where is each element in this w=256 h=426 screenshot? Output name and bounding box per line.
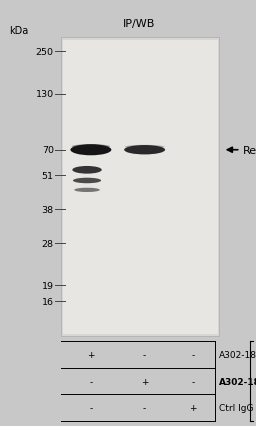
Text: +: + [87,350,95,360]
Text: Ctrl IgG: Ctrl IgG [219,403,253,412]
Ellipse shape [125,145,164,149]
Text: 28: 28 [42,239,54,248]
Ellipse shape [70,145,111,156]
Text: 51: 51 [42,171,54,181]
Text: A302-183A: A302-183A [219,377,256,386]
Ellipse shape [74,188,100,193]
Text: 38: 38 [42,205,54,214]
Bar [61,38,219,337]
Ellipse shape [72,145,110,149]
Text: -: - [192,350,195,360]
Text: RelB: RelB [243,145,256,155]
Text: -: - [89,377,92,386]
Text: -: - [192,377,195,386]
Text: +: + [141,377,148,386]
Text: -: - [143,350,146,360]
Text: IP/WB: IP/WB [123,19,156,29]
Ellipse shape [73,178,101,184]
Text: +: + [189,403,197,412]
Text: -: - [143,403,146,412]
Text: 250: 250 [36,47,54,57]
Text: -: - [89,403,92,412]
Ellipse shape [72,167,102,174]
Text: 16: 16 [42,297,54,306]
Text: 130: 130 [36,90,54,99]
Text: 70: 70 [42,146,54,155]
Bar [63,40,218,334]
Text: 19: 19 [42,281,54,290]
Ellipse shape [124,146,165,155]
Text: kDa: kDa [9,26,28,35]
Text: A302-182A: A302-182A [219,350,256,360]
